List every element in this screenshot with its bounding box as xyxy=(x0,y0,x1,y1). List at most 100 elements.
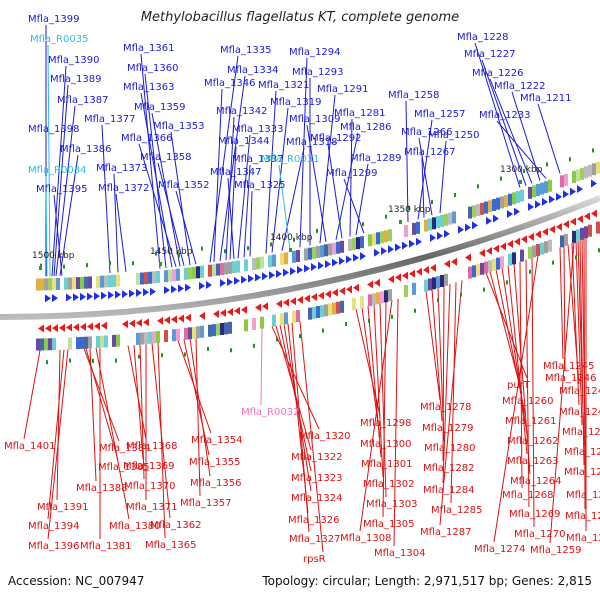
gene-label[interactable]: Mfla_1211 xyxy=(520,93,572,104)
gene-label[interactable]: Mfla_1284 xyxy=(423,485,475,496)
gene-label[interactable]: rpsR xyxy=(303,554,326,565)
gene-label[interactable]: Mfla_1267 xyxy=(404,147,456,158)
gene-label[interactable]: Mfla_1301 xyxy=(361,459,413,470)
gene-label[interactable]: Mfla_1281 xyxy=(334,108,386,119)
gene-label[interactable]: Mfla_1362 xyxy=(150,520,202,531)
gene-label[interactable]: Mfla_1380 xyxy=(109,521,161,532)
gene-label[interactable]: Mfla_1399 xyxy=(28,14,80,25)
gene-label[interactable]: Mfla_1279 xyxy=(422,423,474,434)
gene-label[interactable]: Mfla_1342 xyxy=(216,106,268,117)
gene-label[interactable]: Mfla_1263 xyxy=(507,456,559,467)
gene-label[interactable]: Mfla_1321 xyxy=(258,80,310,91)
gene-label[interactable]: Mfla_1298 xyxy=(360,418,412,429)
gene-label[interactable]: Mfla_1264 xyxy=(510,476,562,487)
gene-label[interactable]: Mfla_1384 xyxy=(99,443,151,454)
gene-label[interactable]: Mfla_1270 xyxy=(514,529,566,540)
gene-label[interactable]: Mfla_1335 xyxy=(220,45,272,56)
gene-label[interactable]: Mfla_R0031 xyxy=(261,154,319,165)
gene-label[interactable]: Mfla_1261 xyxy=(505,416,557,427)
gene-label[interactable]: Mfla_1353 xyxy=(153,121,205,132)
gene-label[interactable]: Mfla_1401 xyxy=(4,441,56,452)
gene-label[interactable]: Mfla_1228 xyxy=(457,32,509,43)
gene-label[interactable]: Mfla_1260 xyxy=(502,396,554,407)
gene-label[interactable]: Mfla_1257 xyxy=(414,109,466,120)
gene-label[interactable]: Mfla_1252 xyxy=(564,467,600,478)
gene-label[interactable]: Mfla_1369 xyxy=(123,461,175,472)
gene-label[interactable]: Mfla_1388 xyxy=(76,483,128,494)
gene-label[interactable]: Mfla_1258 xyxy=(388,90,440,101)
gene-label[interactable]: Mfla_1291 xyxy=(317,84,369,95)
gene-label[interactable]: Mfla_1309 xyxy=(289,114,341,125)
gene-label[interactable]: Mfla_1319 xyxy=(270,97,322,108)
gene-label[interactable]: Mfla_1334 xyxy=(227,65,279,76)
gene-label[interactable]: Mfla_1324 xyxy=(291,493,343,504)
gene-label[interactable]: Mfla_R0034 xyxy=(28,165,86,176)
gene-label[interactable]: Mfla_1354 xyxy=(191,435,243,446)
gene-label[interactable]: Mfla_1361 xyxy=(123,43,175,54)
gene-label[interactable]: Mfla_1318 xyxy=(286,137,338,148)
gene-label[interactable]: Mfla_1377 xyxy=(84,114,136,125)
gene-label[interactable]: Mfla_1289 xyxy=(350,153,402,164)
gene-label[interactable]: Mfla_1248 xyxy=(559,407,600,418)
gene-label[interactable]: Mfla_1386 xyxy=(60,144,112,155)
gene-label[interactable]: Mfla_1282 xyxy=(423,463,475,474)
gene-label[interactable]: Mfla_1396 xyxy=(28,541,80,552)
gene-label[interactable]: Mfla_1358 xyxy=(140,152,192,163)
gene-label[interactable]: Mfla_1233 xyxy=(479,110,531,121)
gene-label[interactable]: Mfla_1390 xyxy=(48,55,100,66)
gene-label[interactable]: Mfla_1300 xyxy=(360,439,412,450)
gene-label[interactable]: Mfla_1356 xyxy=(190,478,242,489)
gene-label[interactable]: Mfla_1302 xyxy=(363,479,415,490)
gene-label[interactable]: Mfla_1373 xyxy=(96,163,148,174)
gene-label[interactable]: Mfla_1372 xyxy=(98,183,150,194)
gene-label[interactable]: Mfla_1292 xyxy=(310,133,362,144)
gene-label[interactable]: Mfla_1387 xyxy=(57,95,109,106)
gene-label[interactable]: Mfla_1305 xyxy=(363,519,415,530)
gene-label[interactable]: Mfla_1326 xyxy=(288,515,340,526)
gene-label[interactable]: Mfla_1308 xyxy=(340,533,392,544)
gene-label[interactable]: Mfla_1363 xyxy=(123,82,175,93)
gene-label[interactable]: Mfla_1227 xyxy=(464,49,516,60)
gene-label[interactable]: Mfla_1320 xyxy=(299,431,351,442)
gene-label[interactable]: Mfla_1269 xyxy=(509,509,561,520)
gene-label[interactable]: Mfla_1245 xyxy=(543,361,595,372)
gene-label[interactable]: Mfla_1247 xyxy=(559,386,600,397)
gene-label[interactable]: Mfla_1254 xyxy=(565,511,600,522)
gene-label[interactable]: Mfla_1278 xyxy=(420,402,472,413)
gene-label[interactable]: Mfla_1381 xyxy=(80,541,132,552)
gene-label[interactable]: Mfla_1256 xyxy=(566,533,600,544)
gene-label[interactable]: Mfla_1325 xyxy=(234,180,286,191)
gene-label[interactable]: Mfla_1226 xyxy=(472,68,524,79)
gene-label[interactable]: Mfla_1286 xyxy=(340,122,392,133)
gene-label[interactable]: Mfla_1327 xyxy=(289,534,341,545)
gene-label[interactable]: Mfla_1250 xyxy=(428,130,480,141)
gene-label[interactable]: Mfla_1395 xyxy=(36,184,88,195)
gene-label[interactable]: Mfla_1285 xyxy=(431,505,483,516)
gene-label[interactable]: Mfla_1366 xyxy=(121,133,173,144)
gene-label[interactable]: Mfla_1249 xyxy=(562,427,600,438)
gene-label[interactable]: Mfla_1368 xyxy=(126,441,178,452)
gene-label[interactable]: Mfla_1333 xyxy=(232,124,284,135)
gene-label[interactable]: Mfla_1268 xyxy=(502,490,554,501)
gene-label[interactable]: Mfla_1371 xyxy=(126,502,178,513)
gene-label[interactable]: Mfla_1294 xyxy=(289,47,341,58)
gene-label[interactable]: Mfla_1357 xyxy=(180,498,232,509)
gene-label[interactable]: Mfla_1259 xyxy=(530,545,582,556)
gene-label[interactable]: Mfla_1337 xyxy=(232,154,284,165)
gene-label[interactable]: Mfla_R0035 xyxy=(30,34,88,45)
gene-label[interactable]: Mfla_1389 xyxy=(50,74,102,85)
gene-label[interactable]: Mfla_1246 xyxy=(545,373,597,384)
gene-label[interactable]: Mfla_1391 xyxy=(37,502,89,513)
gene-label[interactable]: Mfla_1360 xyxy=(127,63,179,74)
gene-label[interactable]: Mfla_1266 xyxy=(401,127,453,138)
gene-label[interactable]: purT xyxy=(507,380,531,391)
gene-label[interactable]: Mfla_1370 xyxy=(124,481,176,492)
gene-label[interactable]: Mfla_1365 xyxy=(145,540,197,551)
gene-label[interactable]: Mfla_1251 xyxy=(564,447,600,458)
gene-label[interactable]: Mfla_1222 xyxy=(494,81,546,92)
gene-label[interactable]: Mfla_1352 xyxy=(158,180,210,191)
gene-label[interactable]: Mfla_1304 xyxy=(374,548,426,559)
gene-label[interactable]: Mfla_1299 xyxy=(326,168,378,179)
gene-label[interactable]: Mfla_1293 xyxy=(292,67,344,78)
gene-label[interactable]: Mfla_1359 xyxy=(134,102,186,113)
